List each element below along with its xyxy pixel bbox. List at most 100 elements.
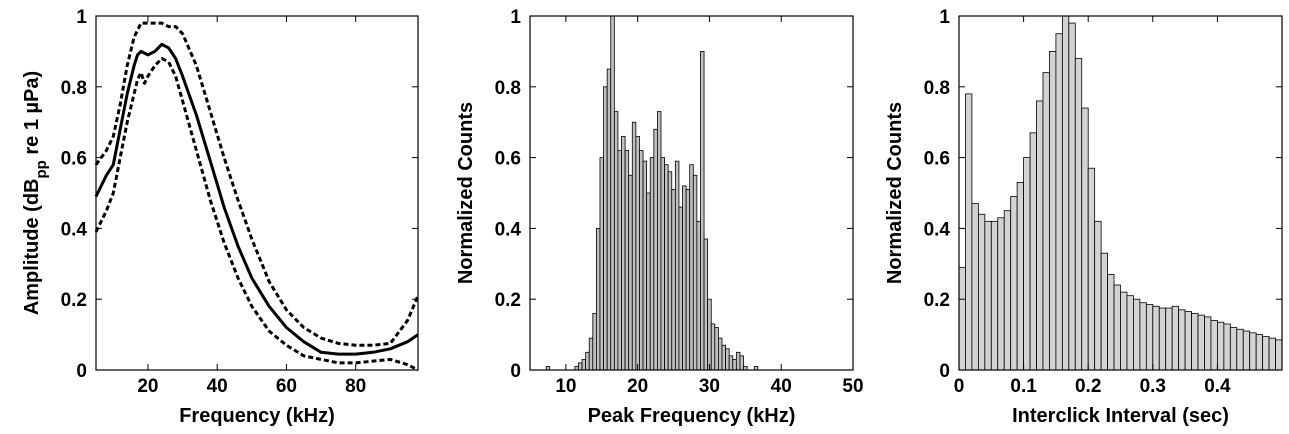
y-tick-label: 1 [76, 7, 87, 28]
y-axis-label: Normalized Counts [455, 102, 477, 284]
y-tick-label: 1 [939, 7, 950, 28]
histogram-bar [1061, 15, 1070, 371]
histogram-bar [725, 348, 730, 371]
histogram-bar [735, 351, 741, 371]
histogram-bar [1236, 328, 1244, 371]
histogram-bar [649, 157, 655, 371]
histogram-bar [1158, 307, 1167, 371]
y-label-text: Pa) [21, 71, 43, 102]
x-tick-label: 80 [345, 376, 366, 397]
histogram-bar [696, 220, 701, 371]
histogram-bar [984, 220, 992, 371]
histogram-bar [971, 203, 979, 371]
histogram-bar [682, 185, 687, 371]
histogram-bar [1010, 196, 1018, 371]
x-tick-label: 20 [137, 376, 158, 397]
histogram-bar [1133, 298, 1141, 371]
histogram-bar [1191, 312, 1199, 371]
y-tick-label: 0 [76, 361, 87, 382]
histogram-bar [1016, 181, 1025, 371]
y-label-text: Amplitude (dB [21, 179, 43, 316]
mean-amplitude-line [94, 42, 419, 356]
histogram-bar [657, 111, 662, 371]
histogram-bar [1107, 274, 1115, 371]
y-tick-label: 0.6 [924, 149, 950, 170]
histogram-bar [700, 51, 705, 371]
y-tick-label: 0 [510, 361, 521, 382]
x-tick-label: 50 [842, 376, 863, 397]
x-axis-label: Frequency (kHz) [179, 405, 335, 427]
histogram-bar [578, 362, 583, 371]
histogram-bar [958, 266, 966, 371]
histogram-bar [1204, 316, 1212, 371]
peak-frequency-histogram-panel: 10 20 30 40 50 0 0.2 0.4 0.6 0.8 1 Peak Frequency (… [455, 7, 864, 427]
histogram-bar [977, 213, 986, 371]
histogram-bar [965, 93, 973, 371]
axes-frame [529, 15, 854, 371]
histogram-bar [1003, 210, 1012, 371]
histogram-bar [581, 358, 587, 371]
histogram-bar [728, 355, 734, 371]
histogram-bar [617, 150, 622, 371]
y-tick-label: 0.2 [924, 290, 950, 311]
histogram-bar [703, 238, 709, 371]
histogram-bar [1126, 295, 1134, 371]
histogram-bar [1229, 327, 1238, 371]
x-tick-label: 30 [699, 376, 720, 397]
histogram-bar [624, 150, 630, 371]
histogram-bar [732, 358, 737, 371]
histogram-bar [1165, 307, 1173, 371]
y-tick-label: 0.4 [495, 219, 522, 240]
y-tick-label: 1 [510, 7, 521, 28]
y-tick-label: 0.8 [495, 78, 521, 99]
histogram-bar [646, 192, 651, 371]
histogram-bar [1049, 51, 1057, 371]
y-tick-label: 0 [939, 361, 950, 382]
histogram-bar [1074, 58, 1083, 371]
histogram-bar [997, 217, 1005, 371]
histogram-bar [692, 174, 698, 371]
x-tick-label: 0 [954, 376, 965, 397]
histogram-bar [631, 121, 637, 371]
x-tick-label: 40 [207, 376, 228, 397]
histogram-bar [1081, 107, 1089, 371]
histogram-bar [1217, 321, 1225, 371]
histogram-bar [685, 189, 691, 371]
histogram-bar [628, 174, 633, 371]
y-axis-label: Normalized Counts [884, 102, 906, 284]
histogram-bar [1029, 132, 1037, 371]
histogram-bar [635, 135, 640, 371]
y-tick-label: 0.4 [924, 219, 951, 240]
y-tick-label: 0.6 [495, 149, 521, 170]
histogram-bar [1262, 335, 1270, 371]
x-tick-label: 0.2 [1075, 376, 1101, 397]
histogram-bar [990, 220, 999, 371]
x-tick-label: 40 [771, 376, 792, 397]
histogram-bar [1023, 157, 1031, 371]
y-tick-label: 0.4 [61, 219, 88, 240]
histogram-bar [1145, 304, 1154, 371]
histogram-bar [660, 157, 665, 371]
y-tick-label: 0.8 [61, 78, 87, 99]
x-tick-label: 0.1 [1010, 376, 1037, 397]
histogram-bar [599, 157, 604, 371]
y-axis-label: Amplitude (dBpp re 1 µPa) [21, 71, 50, 315]
histogram-bar [707, 298, 712, 371]
bound-amplitude-line-1 [94, 21, 420, 347]
histogram-bar [718, 337, 723, 371]
histogram-bar [1087, 167, 1096, 371]
histogram-bar [1242, 330, 1251, 371]
y-tick-label: 0.2 [61, 290, 87, 311]
histogram-bar [710, 323, 716, 371]
x-axis-label: Interclick Interval (sec) [1012, 405, 1229, 427]
histogram-bar [639, 150, 644, 371]
histogram-bar [671, 189, 676, 371]
histogram-bar [592, 312, 597, 371]
y-label-mu: µ [21, 102, 43, 114]
histogram-bar [1100, 252, 1108, 371]
histogram-bar [1120, 291, 1128, 371]
histogram-bar [621, 135, 626, 371]
axes-frame [958, 15, 1283, 371]
histogram-bar [613, 111, 619, 371]
